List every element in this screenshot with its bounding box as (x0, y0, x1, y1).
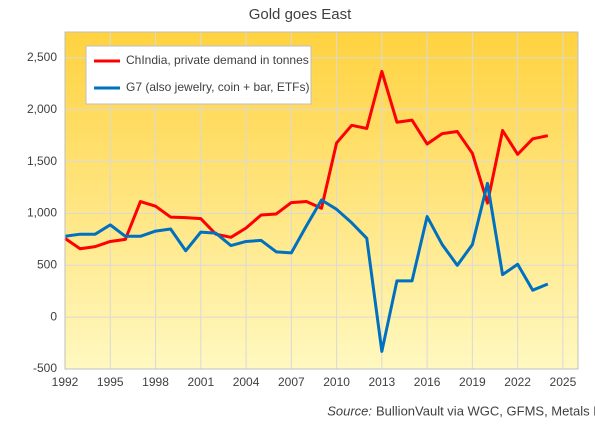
series-line (64, 69, 549, 251)
y-tick-label: 500 (37, 257, 57, 271)
y-tick-label: -500 (33, 361, 57, 375)
x-tick-label: 2013 (369, 375, 396, 389)
x-tick-label: 1995 (97, 375, 124, 389)
y-tick-label: 2,500 (27, 50, 57, 64)
x-tick-label: 1992 (52, 375, 79, 389)
series-line (64, 181, 549, 353)
x-tick-label: 2025 (550, 375, 577, 389)
x-tick-label: 2022 (504, 375, 531, 389)
x-tick-label: 2016 (414, 375, 441, 389)
y-tick-label: 1,000 (27, 206, 57, 220)
x-tick-label: 2001 (187, 375, 214, 389)
x-tick-label: 1998 (142, 375, 169, 389)
source: BullionVault via WGC, GFMS, Metals Focus (376, 403, 595, 418)
x-tick-label: 2019 (459, 375, 486, 389)
x-tick-label: 2007 (278, 375, 305, 389)
source-label: Source: (327, 403, 372, 418)
plot-border (64, 31, 579, 370)
chart-title: Gold goes East (249, 6, 352, 23)
x-tick-label: 2010 (323, 375, 350, 389)
legend-box (85, 45, 312, 105)
y-tick-label: 0 (50, 309, 57, 323)
y-tick-label: 2,000 (27, 102, 57, 116)
legend-label: ChIndia, private demand in tonnes (126, 53, 309, 67)
x-tick-label: 2004 (233, 375, 260, 389)
legend-label: G7 (also jewelry, coin + bar, ETFs) (126, 80, 310, 94)
y-tick-label: 1,500 (27, 154, 57, 168)
